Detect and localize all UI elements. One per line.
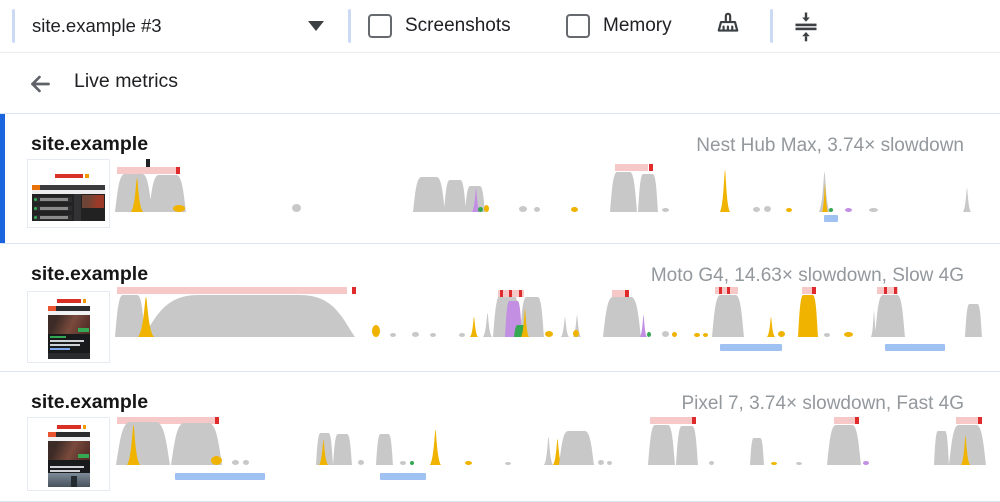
selection-indicator (0, 114, 5, 243)
trace-title: site.example (31, 133, 149, 155)
trace-config-label: Nest Hub Max, 3.74× slowdown (696, 135, 964, 156)
screenshots-checkbox[interactable]: Screenshots (368, 0, 511, 52)
live-metrics-header: Live metrics (0, 53, 1000, 114)
trace-config-label: Moto G4, 14.63× slowdown, Slow 4G (650, 265, 964, 286)
back-arrow-icon (31, 75, 50, 93)
trace-history-selected-label: site.example #3 (32, 15, 162, 36)
toolbar-separator (770, 9, 773, 43)
cpu-activity-chart (116, 417, 986, 480)
memory-label: Memory (603, 15, 672, 36)
broom-icon (717, 12, 739, 32)
clear-button[interactable] (710, 8, 746, 44)
trace-title: site.example (31, 263, 149, 285)
collapse-button[interactable] (788, 8, 824, 44)
memory-checkbox[interactable]: Memory (566, 0, 672, 52)
checkbox-box (566, 14, 590, 38)
page-thumbnail (27, 291, 110, 363)
cpu-activity-chart (115, 287, 982, 351)
page-title: Live metrics (74, 70, 179, 92)
trace-row[interactable]: site.example Nest Hub Max, 3.74× slowdow… (0, 114, 1000, 244)
page-thumbnail (27, 159, 110, 228)
screenshots-label: Screenshots (405, 15, 511, 36)
cpu-activity-chart (115, 159, 971, 222)
collapse-icon (795, 12, 817, 42)
trace-config-label: Pixel 7, 3.74× slowdown, Fast 4G (681, 393, 964, 414)
trace-row[interactable]: site.example Moto G4, 14.63× slowdown, S… (0, 244, 1000, 372)
trace-row[interactable]: site.example Pixel 7, 3.74× slowdown, Fa… (0, 372, 1000, 502)
back-button[interactable] (24, 68, 56, 100)
trace-title: site.example (31, 391, 149, 413)
chevron-down-icon (308, 21, 324, 31)
toolbar-separator (348, 9, 351, 43)
trace-history-select[interactable]: site.example #3 (32, 0, 324, 52)
checkbox-box (368, 14, 392, 38)
page-thumbnail (27, 417, 110, 491)
toolbar-separator (12, 9, 15, 43)
performance-toolbar: site.example #3 Screenshots Memory (0, 0, 1000, 53)
